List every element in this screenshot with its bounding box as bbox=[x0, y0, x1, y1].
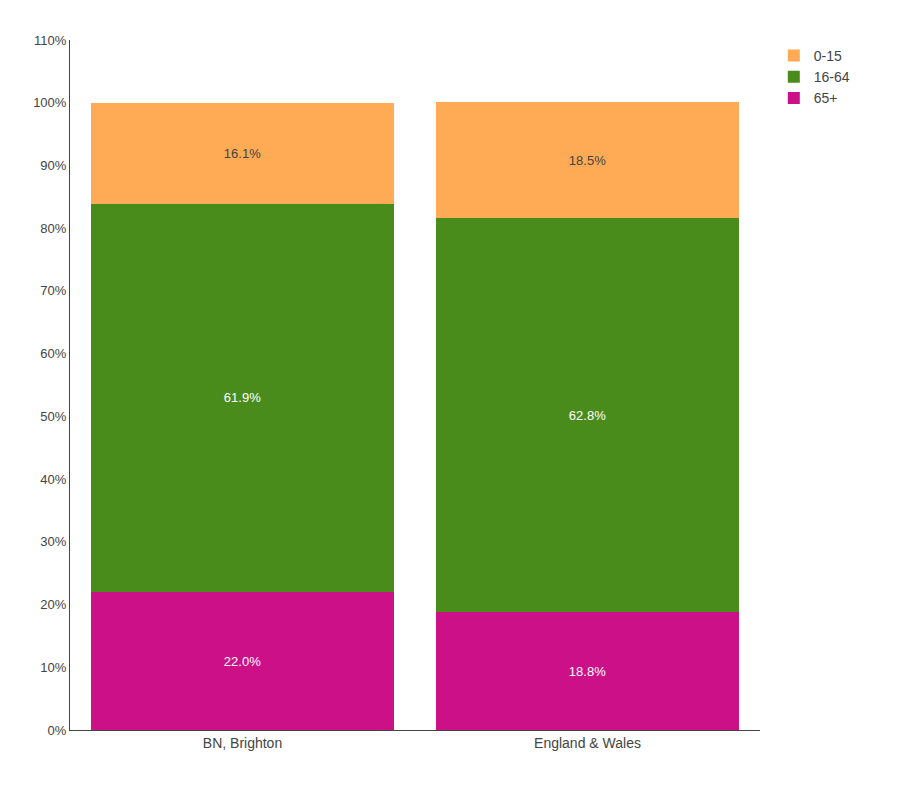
svg-text:16.1%: 16.1% bbox=[224, 146, 261, 161]
svg-text:70%: 70% bbox=[40, 283, 66, 298]
svg-text:20%: 20% bbox=[40, 597, 66, 612]
svg-text:50%: 50% bbox=[40, 409, 66, 424]
svg-text:BN, Brighton: BN, Brighton bbox=[203, 735, 282, 751]
svg-text:100%: 100% bbox=[33, 95, 67, 110]
svg-text:40%: 40% bbox=[40, 472, 66, 487]
svg-text:England & Wales: England & Wales bbox=[534, 735, 641, 751]
svg-text:0%: 0% bbox=[48, 723, 67, 738]
svg-text:60%: 60% bbox=[40, 346, 66, 361]
svg-text:0-15: 0-15 bbox=[814, 48, 842, 64]
svg-text:110%: 110% bbox=[34, 33, 67, 48]
svg-text:22.0%: 22.0% bbox=[224, 654, 261, 669]
svg-text:62.8%: 62.8% bbox=[569, 408, 606, 423]
svg-text:16-64: 16-64 bbox=[814, 69, 850, 85]
svg-text:90%: 90% bbox=[40, 158, 66, 173]
svg-text:80%: 80% bbox=[40, 221, 66, 236]
svg-text:10%: 10% bbox=[40, 660, 66, 675]
svg-text:61.9%: 61.9% bbox=[224, 390, 261, 405]
svg-text:18.8%: 18.8% bbox=[569, 664, 606, 679]
svg-text:30%: 30% bbox=[40, 534, 66, 549]
svg-text:65+: 65+ bbox=[814, 90, 838, 106]
svg-text:18.5%: 18.5% bbox=[569, 153, 606, 168]
